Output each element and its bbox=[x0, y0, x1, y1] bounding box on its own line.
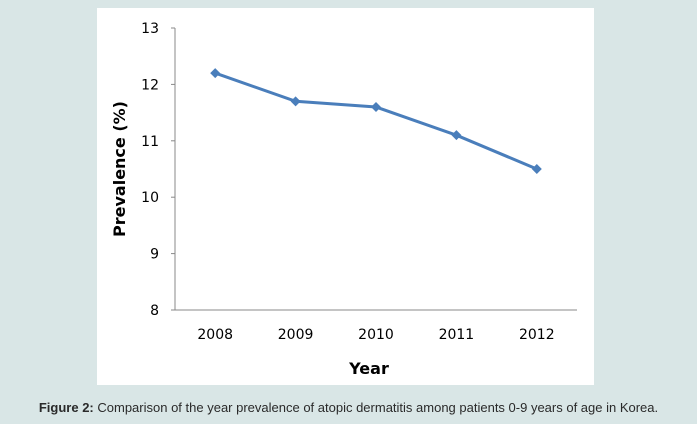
x-tick-label: 2010 bbox=[358, 327, 394, 343]
data-point-marker bbox=[451, 130, 462, 141]
data-point-marker bbox=[531, 164, 542, 174]
y-tick-label: 13 bbox=[141, 21, 159, 37]
x-tick-label: 2009 bbox=[278, 327, 314, 343]
chart-panel: 8 9 10 11 12 13 2008 2009 2010 2011 2012 Year Pre… bbox=[97, 8, 594, 385]
figure-caption: Figure 2: Comparison of the year prevale… bbox=[0, 400, 697, 415]
x-tick-label: 2008 bbox=[197, 327, 233, 343]
y-tick-label: 9 bbox=[150, 247, 159, 263]
data-point-marker bbox=[290, 96, 301, 107]
series-line bbox=[214, 71, 538, 171]
x-tick-labels: 2008 2009 2010 2011 2012 bbox=[197, 327, 554, 343]
x-axis-title: Year bbox=[348, 359, 389, 378]
data-point-marker bbox=[371, 101, 381, 112]
y-tick-label: 8 bbox=[150, 303, 159, 319]
y-tick-label: 11 bbox=[141, 134, 159, 150]
x-tick-label: 2011 bbox=[439, 327, 475, 343]
data-point-marker bbox=[210, 68, 221, 79]
x-tick-label: 2012 bbox=[519, 327, 555, 343]
data-point-markers bbox=[210, 68, 542, 174]
y-axis-title: Prevalence (%) bbox=[110, 101, 129, 237]
figure-caption-label: Figure 2: bbox=[38, 400, 94, 415]
y-tick-labels: 8 9 10 11 12 13 bbox=[141, 21, 175, 319]
y-tick-label: 12 bbox=[141, 77, 159, 93]
line-chart: 8 9 10 11 12 13 2008 2009 2010 2011 2012 Year Pre… bbox=[110, 21, 577, 378]
figure-caption-text: Comparison of the year prevalence of ato… bbox=[93, 400, 659, 415]
y-tick-label: 10 bbox=[141, 190, 159, 206]
